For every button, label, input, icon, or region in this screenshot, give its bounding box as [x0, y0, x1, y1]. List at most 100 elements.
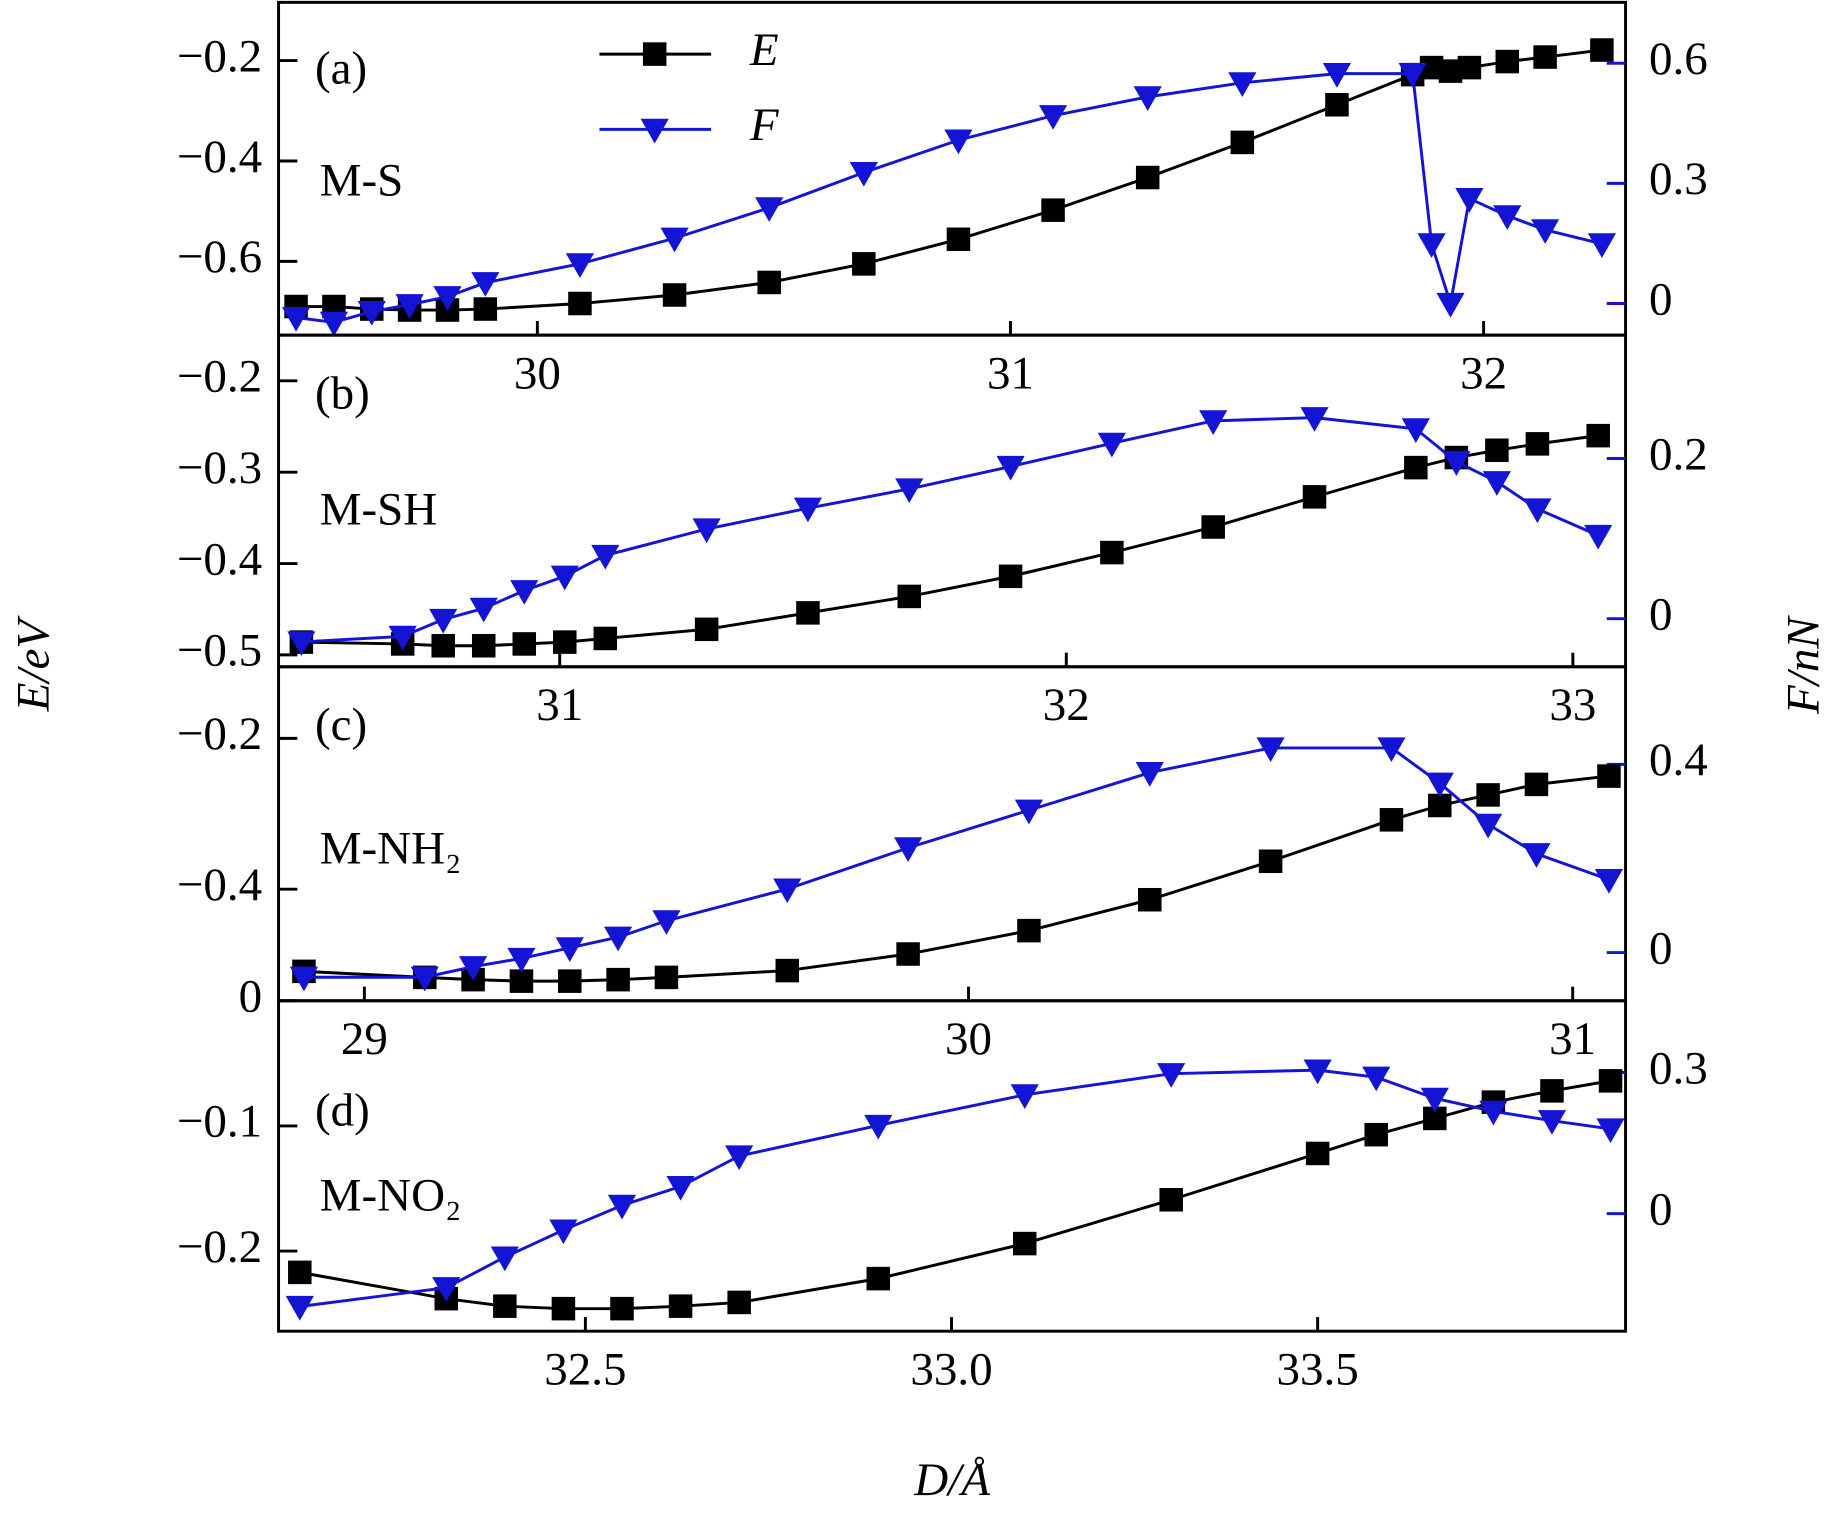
square-marker: [897, 584, 922, 609]
triangle-marker: [388, 625, 417, 651]
triangle-marker: [555, 937, 584, 962]
y-tick-label: −0.2: [177, 708, 262, 760]
series-line: [295, 72, 1603, 324]
triangle-marker: [319, 311, 349, 337]
triangle-marker: [289, 966, 319, 992]
triangle-marker: [996, 455, 1025, 481]
x-tick-label: 33.0: [910, 1343, 992, 1395]
triangle-marker: [1322, 63, 1352, 88]
panel-label: (a): [315, 43, 367, 95]
triangle-marker: [1523, 498, 1552, 524]
triangle-marker: [1594, 869, 1624, 894]
square-marker: [1540, 1079, 1564, 1103]
square-marker: [1485, 438, 1509, 463]
triangle-marker: [1401, 418, 1430, 443]
triangle-marker: [1596, 1118, 1625, 1144]
triangle-marker: [666, 1175, 695, 1201]
square-marker: [493, 1294, 517, 1318]
y-tick-label: −0.5: [177, 625, 262, 677]
triangle-marker: [1455, 188, 1484, 213]
square-marker: [1590, 38, 1614, 62]
square-marker: [757, 270, 781, 295]
square-marker: [727, 1290, 751, 1315]
square-marker: [1302, 485, 1327, 509]
y2-tick-label: 0.3: [1649, 153, 1708, 205]
triangle-marker: [604, 926, 633, 952]
y-tick-label: −0.2: [177, 1221, 262, 1273]
triangle-marker: [1398, 63, 1427, 88]
triangle-marker: [895, 478, 924, 504]
triangle-marker: [1425, 772, 1454, 798]
square-marker: [1012, 1231, 1037, 1256]
triangle-marker: [1228, 72, 1257, 97]
legend-label: E: [749, 24, 779, 76]
square-marker: [796, 601, 820, 625]
y2-tick-label: 0: [1649, 922, 1673, 974]
triangle-marker: [773, 878, 802, 904]
y2-tick-label: 0: [1649, 1183, 1673, 1235]
series-line: [299, 1068, 1611, 1308]
square-marker: [946, 227, 971, 252]
series-line: [299, 1079, 1611, 1311]
triangle-marker: [565, 253, 595, 278]
triangle-marker: [725, 1145, 754, 1171]
triangle-marker: [1442, 451, 1471, 476]
triangle-marker: [607, 1194, 637, 1220]
square-marker: [288, 1260, 312, 1285]
y-tick-label: −0.1: [177, 1096, 262, 1148]
triangle-marker: [287, 631, 316, 657]
square-marker: [1476, 783, 1500, 807]
triangle-marker: [755, 197, 784, 222]
triangle-marker: [285, 1295, 314, 1321]
triangle-marker: [281, 306, 311, 332]
triangle-marker: [1417, 233, 1446, 258]
triangle-marker: [1303, 1059, 1332, 1085]
square-marker: [1438, 59, 1463, 83]
triangle-marker: [429, 608, 458, 634]
square-marker: [1533, 45, 1557, 69]
triangle-marker: [1436, 292, 1465, 318]
square-marker: [1041, 198, 1065, 222]
triangle-marker: [849, 161, 878, 187]
series-line: [301, 416, 1599, 644]
legend-label: F: [749, 99, 780, 151]
square-marker: [896, 942, 920, 966]
triangle-marker: [1199, 410, 1228, 435]
triangle-marker: [1362, 1066, 1391, 1092]
triangle-marker: [1038, 105, 1068, 130]
triangle-marker: [1531, 219, 1560, 244]
square-marker: [1258, 849, 1283, 874]
square-marker: [1423, 1106, 1447, 1131]
x-tick-label: 29: [341, 1013, 388, 1065]
triangle-marker: [410, 966, 439, 992]
triangle-marker: [894, 837, 923, 862]
triangle-marker: [395, 294, 424, 319]
square-marker: [568, 291, 592, 316]
triangle-marker: [1300, 407, 1329, 432]
plot-frame: [277, 333, 1628, 669]
y-tick-label: −0.4: [177, 533, 262, 585]
triangle-marker: [1010, 1084, 1039, 1109]
triangle-marker: [591, 544, 620, 570]
triangle-marker: [433, 286, 462, 311]
triangle-marker: [1377, 737, 1406, 763]
square-marker: [1598, 1069, 1623, 1093]
x-tick-label: 33: [1549, 679, 1596, 731]
square-marker: [1379, 808, 1404, 832]
triangle-marker: [1135, 762, 1164, 787]
square-marker: [852, 252, 876, 276]
square-marker: [558, 969, 582, 993]
y-tick-label: −0.2: [177, 351, 262, 403]
y2-tick-label: 0.6: [1649, 33, 1708, 85]
y2-tick-label: 0: [1649, 273, 1673, 325]
square-marker: [1325, 92, 1349, 117]
x-tick-label: 33.5: [1277, 1343, 1359, 1395]
square-marker: [662, 283, 687, 307]
panel-annotation: M-SH: [320, 484, 438, 536]
triangle-marker: [692, 518, 721, 544]
y2-tick-label: 0.2: [1649, 428, 1708, 480]
y-tick-label: −0.4: [177, 859, 262, 911]
triangle-marker: [652, 910, 681, 935]
square-marker: [471, 634, 496, 658]
